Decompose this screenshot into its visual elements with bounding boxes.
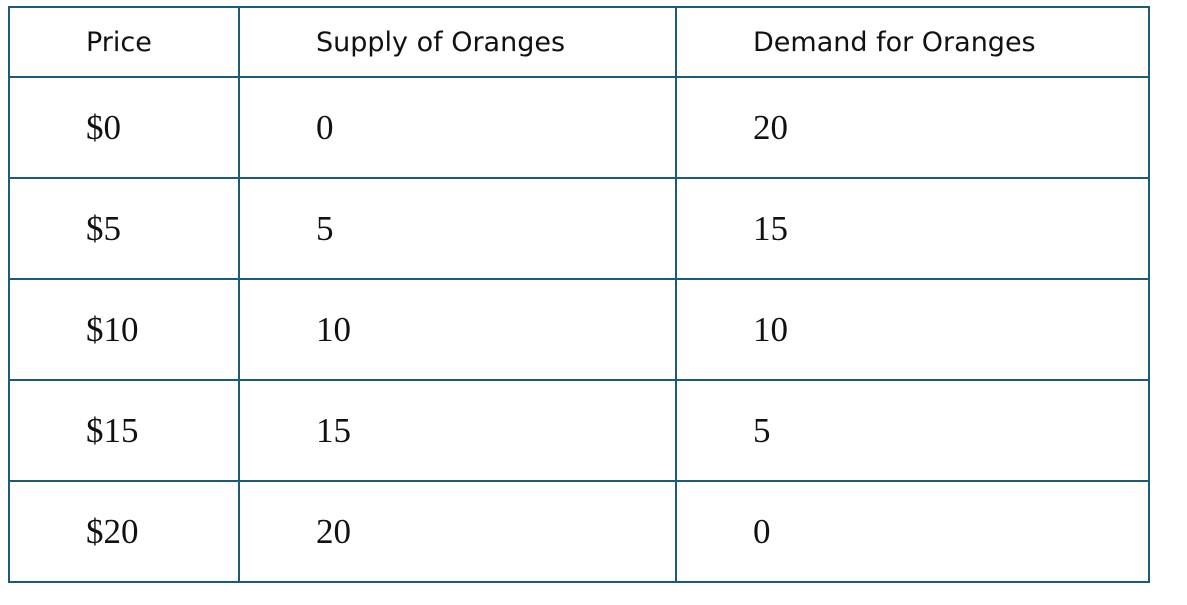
header-cell: Supply of Oranges	[238, 6, 677, 78]
table-cell: 20	[238, 480, 677, 583]
table-cell: $15	[8, 379, 240, 482]
table-body: $0 0 20 $5 5 15 $10 10 10 $15 15 5 $20 20 0	[8, 76, 1150, 583]
table-cell: 10	[238, 278, 677, 381]
table-cell: 15	[238, 379, 677, 482]
table-cell: $0	[8, 76, 240, 179]
table-cell: 5	[238, 177, 677, 280]
table-row: $20 20 0	[8, 480, 1150, 583]
table-row: $10 10 10	[8, 278, 1150, 381]
table-cell: 15	[675, 177, 1150, 280]
table: Price Supply of Oranges Demand for Oranges…	[8, 6, 1150, 583]
table-row: $5 5 15	[8, 177, 1150, 280]
table-container: Price Supply of Oranges Demand for Oranges…	[8, 6, 1150, 583]
table-cell: 10	[675, 278, 1150, 381]
table-cell: 20	[675, 76, 1150, 179]
table-row: $15 15 5	[8, 379, 1150, 482]
header-row: Price Supply of Oranges Demand for Oranges	[8, 6, 1150, 78]
table-cell: 5	[675, 379, 1150, 482]
table-cell: $20	[8, 480, 240, 583]
table-cell: 0	[675, 480, 1150, 583]
table-cell: $10	[8, 278, 240, 381]
header-cell: Price	[8, 6, 240, 78]
table-row: $0 0 20	[8, 76, 1150, 179]
table-cell: $5	[8, 177, 240, 280]
table-cell: 0	[238, 76, 677, 179]
header-cell: Demand for Oranges	[675, 6, 1150, 78]
